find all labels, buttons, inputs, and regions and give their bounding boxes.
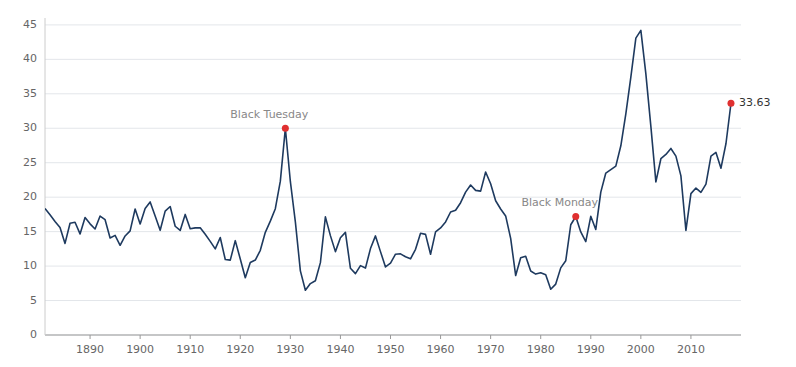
y-tick-label: 10 bbox=[23, 259, 37, 272]
x-tick-label: 2010 bbox=[677, 343, 705, 356]
x-tick bbox=[440, 335, 441, 339]
background bbox=[0, 0, 796, 367]
x-tick-label: 1950 bbox=[376, 343, 404, 356]
x-tick-label: 1890 bbox=[76, 343, 104, 356]
y-tick-label: 45 bbox=[23, 18, 37, 31]
grid-line bbox=[45, 59, 741, 60]
x-tick-label: 1970 bbox=[477, 343, 505, 356]
x-tick-label: 1980 bbox=[527, 343, 555, 356]
x-tick bbox=[490, 335, 491, 339]
annotation-label: Black Tuesday bbox=[230, 108, 309, 121]
y-tick-label: 15 bbox=[23, 225, 37, 238]
x-tick bbox=[240, 335, 241, 339]
x-tick bbox=[290, 335, 291, 339]
annotation-label: Black Monday bbox=[521, 196, 598, 209]
grid-line bbox=[45, 24, 741, 25]
annotation-dot bbox=[727, 100, 734, 107]
annotation-label: 33.63 bbox=[739, 96, 771, 109]
grid-line bbox=[45, 231, 741, 232]
x-tick-label: 1910 bbox=[176, 343, 204, 356]
y-axis-line bbox=[45, 18, 46, 335]
line bbox=[45, 30, 731, 290]
x-tick bbox=[190, 335, 191, 339]
x-tick-label: 2000 bbox=[627, 343, 655, 356]
y-tick-label: 30 bbox=[23, 121, 37, 134]
x-tick bbox=[640, 335, 641, 339]
chart: 0 5 10 15 20 25 30 35 40 45 1890 1900 1910 1920 1930 19… bbox=[0, 0, 796, 367]
x-tick bbox=[590, 335, 591, 339]
grid-line bbox=[45, 197, 741, 198]
x-tick-label: 1930 bbox=[276, 343, 304, 356]
annotation-dot bbox=[282, 125, 289, 132]
grid-line bbox=[45, 266, 741, 267]
x-tick bbox=[140, 335, 141, 339]
grid-line bbox=[45, 335, 741, 336]
x-tick-label: 1960 bbox=[427, 343, 455, 356]
x-tick-label: 1900 bbox=[126, 343, 154, 356]
x-tick bbox=[340, 335, 341, 339]
y-tick-label: 20 bbox=[23, 190, 37, 203]
x-tick bbox=[390, 335, 391, 339]
annotation-dot bbox=[572, 213, 579, 220]
x-tick-label: 1920 bbox=[226, 343, 254, 356]
y-tick-label: 35 bbox=[23, 87, 37, 100]
x-tick bbox=[690, 335, 691, 339]
y-tick-label: 40 bbox=[23, 52, 37, 65]
grid-line bbox=[45, 300, 741, 301]
plot-area bbox=[45, 30, 734, 290]
x-tick bbox=[540, 335, 541, 339]
x-axis-line bbox=[45, 335, 741, 336]
y-tick-label: 25 bbox=[23, 156, 37, 169]
x-tick bbox=[90, 335, 91, 339]
x-tick-label: 1940 bbox=[326, 343, 354, 356]
y-tick-label: 5 bbox=[30, 294, 37, 307]
x-tick-label: 1990 bbox=[577, 343, 605, 356]
grid-line bbox=[45, 93, 741, 94]
y-tick-label: 0 bbox=[30, 328, 37, 341]
grid-line bbox=[45, 128, 741, 129]
grid-line bbox=[45, 162, 741, 163]
